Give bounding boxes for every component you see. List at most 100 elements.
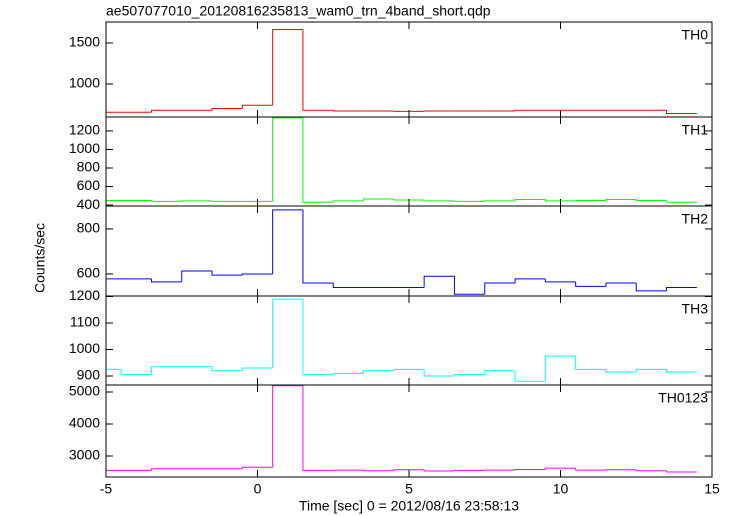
histogram-bin (575, 356, 606, 370)
histogram-bin (363, 470, 394, 472)
histogram-bin (423, 469, 455, 472)
histogram-bin (484, 370, 516, 375)
y-tick-label: 3000 (69, 447, 100, 463)
histogram-bin (393, 368, 425, 371)
histogram-bin (393, 199, 425, 201)
histogram-bin (211, 108, 243, 111)
histogram-bin (514, 199, 546, 201)
histogram-bin (453, 469, 485, 472)
histogram-bin (635, 469, 667, 472)
y-tick-label: 1000 (69, 75, 100, 91)
histogram-bin (150, 278, 182, 283)
panel-label: TH0 (682, 27, 709, 43)
y-tick-label: 600 (77, 177, 101, 193)
histogram-bin (544, 355, 576, 382)
histogram-bin (302, 209, 334, 284)
histogram-bin (150, 200, 182, 202)
y-tick-label: 800 (77, 159, 101, 175)
histogram-bin (150, 468, 182, 471)
histogram-bin (605, 282, 637, 287)
x-tick-label: -5 (100, 481, 113, 497)
histogram-bin (120, 369, 152, 376)
y-tick-label: 1100 (70, 314, 100, 330)
plot-area (106, 28, 697, 114)
histogram-bin (666, 110, 697, 114)
histogram-bin (363, 198, 394, 201)
panel-label: TH2 (682, 211, 709, 227)
y-tick-label: 800 (77, 220, 101, 236)
histogram-bin (423, 199, 455, 202)
y-tick-label: 400 (77, 196, 101, 212)
histogram-bin (666, 369, 697, 373)
histogram-bin (211, 271, 243, 276)
panel-label: TH3 (682, 301, 709, 317)
histogram-bin (575, 281, 606, 287)
histogram-bin (272, 117, 303, 202)
histogram-bin (514, 109, 546, 112)
histogram-bin (514, 278, 546, 283)
histogram-bin (302, 299, 334, 376)
histogram-bin (241, 104, 273, 109)
histogram-bin (332, 200, 364, 203)
histogram-bin (363, 370, 394, 374)
histogram-bin (272, 298, 303, 369)
y-tick-label: 1200 (69, 122, 100, 138)
y-axis-label: Counts/sec (32, 223, 48, 293)
panel-frame (105, 116, 713, 207)
histogram-bin (605, 199, 637, 201)
y-tick-label: 1500 (69, 34, 100, 50)
histogram-bin (272, 28, 303, 106)
plot-area (106, 117, 697, 203)
histogram-bin (332, 282, 364, 288)
histogram-bin (181, 270, 213, 282)
histogram-bin (544, 467, 576, 470)
chart-title: ae507077010_20120816235813_wam0_trn_4ban… (106, 3, 491, 19)
histogram-bin (666, 200, 697, 203)
panel-frame (105, 384, 713, 478)
x-axis-label: Time [sec] 0 = 2012/08/16 23:58:13 (299, 498, 519, 514)
histogram-bin (453, 276, 485, 295)
histogram-bin (453, 374, 485, 376)
x-tick-label: 0 (254, 481, 262, 497)
x-tick-label: 10 (553, 481, 569, 497)
y-tick-label: 1000 (69, 140, 100, 156)
histogram-bin (211, 366, 243, 372)
y-tick-label: 1200 (69, 287, 100, 303)
histogram-bin (272, 209, 303, 274)
histogram-bin (666, 470, 697, 473)
x-tick-label: 5 (405, 481, 413, 497)
histogram-bin (605, 369, 637, 373)
histogram-bin (332, 372, 364, 375)
histogram-bin (150, 366, 182, 375)
histogram-bin (393, 469, 425, 471)
panel-frame (105, 21, 713, 118)
y-tick-label: 4000 (69, 415, 100, 431)
histogram-bin (241, 367, 273, 371)
panel-label: TH0123 (658, 390, 708, 406)
histogram-bin (302, 385, 334, 471)
histogram-bin (635, 368, 667, 373)
histogram-bin (241, 273, 273, 276)
histogram-bin (241, 466, 273, 469)
histogram-bin (302, 29, 334, 111)
histogram-bin (666, 286, 697, 291)
histogram-bin (575, 468, 606, 471)
histogram-bin (514, 468, 546, 471)
histogram-bin (514, 370, 546, 382)
y-tick-label: 900 (77, 367, 101, 383)
y-tick-label: 600 (77, 265, 101, 281)
panel-label: TH1 (682, 122, 709, 138)
histogram-bin (150, 109, 182, 113)
histogram-bin (423, 369, 455, 377)
histogram-bin (272, 385, 303, 468)
histogram-bin (544, 199, 576, 202)
plot-area (106, 298, 697, 382)
histogram-bin (544, 278, 576, 283)
plot-area (106, 209, 697, 295)
x-tick-label: 15 (704, 481, 720, 497)
y-tick-label: 5000 (69, 383, 100, 399)
histogram-bin (484, 282, 516, 295)
histogram-bin (423, 275, 455, 288)
